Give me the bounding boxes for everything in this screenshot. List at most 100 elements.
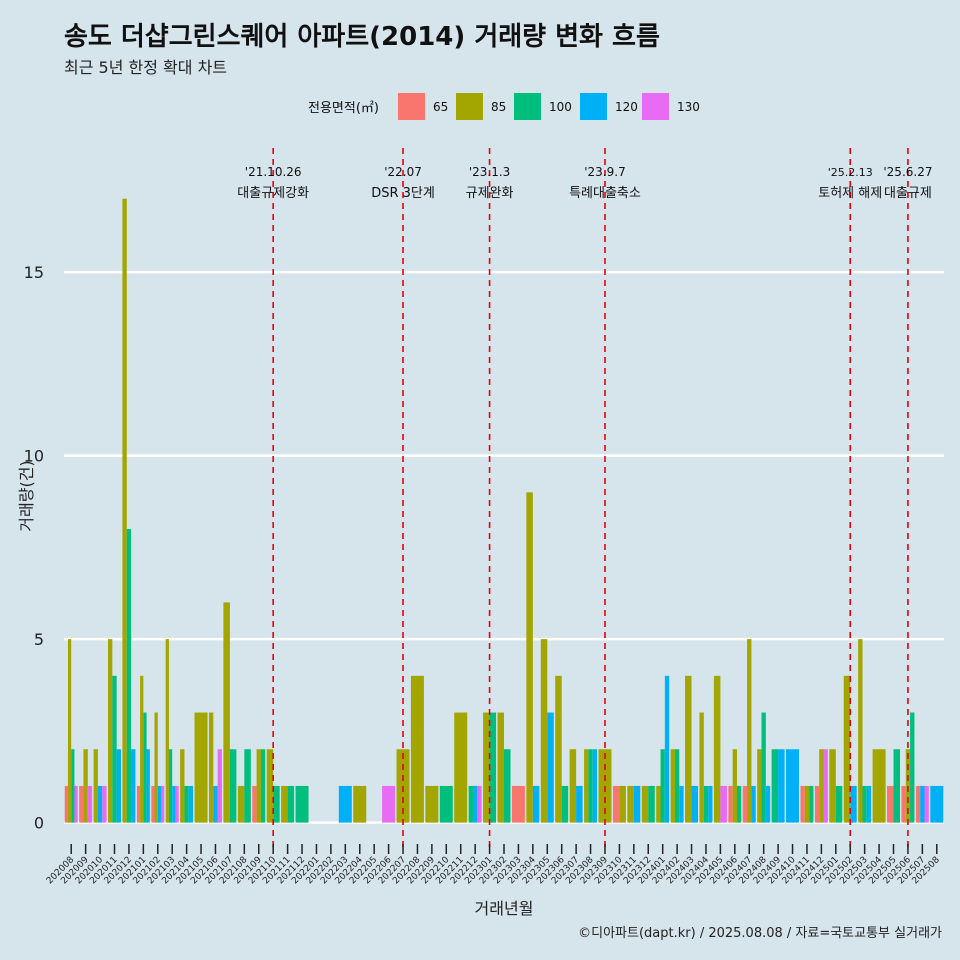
y-tick-label: 0 xyxy=(34,814,44,833)
bar-65-202506 xyxy=(901,785,906,823)
legend-title: 전용면적(㎡) xyxy=(308,101,379,116)
bar-85-202110 xyxy=(266,749,274,823)
bar-85-202307 xyxy=(569,749,577,823)
bar-100-202104 xyxy=(184,785,189,823)
bar-120-202203 xyxy=(338,785,352,823)
bar-85-202102 xyxy=(154,712,158,823)
bar-120-202410 xyxy=(786,749,800,823)
legend-key-100 xyxy=(514,93,541,120)
bar-100-202409 xyxy=(771,749,779,823)
legend-key-65 xyxy=(398,93,425,120)
bar-85-202311 xyxy=(627,785,634,823)
bar-130-202412 xyxy=(823,749,828,823)
bar-85-202501 xyxy=(829,749,836,823)
bar-85-202402 xyxy=(670,749,675,823)
bar-120-202408 xyxy=(765,785,771,823)
bar-120-202404 xyxy=(708,785,713,823)
bar-85-202302 xyxy=(497,712,504,823)
bar-100-202012 xyxy=(126,529,132,823)
bar-120-202106 xyxy=(213,785,218,823)
y-axis-title: 거래량(건) xyxy=(17,460,36,531)
bars xyxy=(64,198,944,823)
bar-100-202404 xyxy=(703,785,709,823)
x-axis-title: 거래년월 xyxy=(475,899,534,918)
bar-120-202102 xyxy=(157,785,162,823)
bar-85-202011 xyxy=(108,639,113,823)
bar-120-202010 xyxy=(97,785,103,823)
bar-120-202012 xyxy=(131,749,136,823)
bar-85-202412 xyxy=(819,749,824,823)
bar-120-202401 xyxy=(664,675,670,823)
bar-85-202211 xyxy=(454,712,468,823)
bar-65-202406 xyxy=(728,785,733,823)
bar-85-202408 xyxy=(757,749,762,823)
bar-100-202301 xyxy=(489,712,497,823)
bar-120-202305 xyxy=(547,712,554,823)
bar-65-202505 xyxy=(887,785,894,823)
y-tick-label: 5 xyxy=(34,630,44,649)
y-tick-label: 10 xyxy=(24,447,44,466)
bar-85-202401 xyxy=(656,785,661,823)
bar-85-202304 xyxy=(526,492,533,823)
bar-100-202401 xyxy=(660,749,665,823)
event-name-label: 대출규제 xyxy=(884,186,932,201)
bar-85-202103 xyxy=(165,639,169,823)
bar-85-202008 xyxy=(67,639,72,823)
legend-key-85 xyxy=(456,93,483,120)
bar-130-202102 xyxy=(161,785,165,823)
legend-key-120 xyxy=(580,93,607,120)
event-name-label: 규제완화 xyxy=(466,186,514,201)
bar-85-202208 xyxy=(410,675,424,823)
bar-120-202307 xyxy=(576,785,583,823)
legend-label-100: 100 xyxy=(549,100,572,114)
bar-85-202108 xyxy=(237,785,245,823)
bar-85-202406 xyxy=(732,749,737,823)
bar-85-202404 xyxy=(699,712,704,823)
bar-85-202207 xyxy=(396,749,410,823)
bar-85-202308 xyxy=(584,749,589,823)
bar-65-202101 xyxy=(136,785,141,823)
bar-120-202308 xyxy=(592,749,598,823)
bar-85-202309 xyxy=(598,749,612,823)
bar-85-202405 xyxy=(713,675,721,823)
bar-65-202009 xyxy=(79,785,84,823)
bar-65-202102 xyxy=(151,785,155,823)
bar-85-202403 xyxy=(685,675,692,823)
bar-100-202306 xyxy=(561,785,569,823)
bar-120-202508 xyxy=(930,785,944,823)
bar-85-202407 xyxy=(747,639,752,823)
bar-65-202412 xyxy=(814,785,820,823)
bar-85-202010 xyxy=(93,749,98,823)
bar-85-202301 xyxy=(483,712,490,823)
bar-100-202109 xyxy=(260,749,266,823)
event-date-label: '25.6.27 xyxy=(883,165,932,179)
bar-100-202406 xyxy=(736,785,742,823)
event-date-label: '25.2.13 xyxy=(828,166,873,179)
bar-120-202311 xyxy=(633,785,641,823)
bar-100-202108 xyxy=(244,749,251,823)
bar-120-202403 xyxy=(691,785,699,823)
bar-130-202009 xyxy=(87,785,93,823)
bar-85-202204 xyxy=(353,785,367,823)
bar-100-202312 xyxy=(648,785,655,823)
bar-100-202402 xyxy=(674,749,680,823)
bar-100-202008 xyxy=(71,749,75,823)
bar-130-202103 xyxy=(175,785,179,823)
bar-85-202502 xyxy=(843,675,851,823)
bar-120-202502 xyxy=(850,785,857,823)
bar-100-202011 xyxy=(112,675,117,823)
event-markers: '21.10.26 대출규제강화 '22.07 DSR 3단계 '23.1.3 규제완화 '… xyxy=(237,148,932,852)
bar-85-202106 xyxy=(208,712,214,823)
bar-130-202212 xyxy=(477,785,482,823)
y-axis: 0 5 10 15 xyxy=(24,263,44,833)
bar-130-202008 xyxy=(74,785,78,823)
bar-120-202503 xyxy=(866,785,872,823)
bar-85-202504 xyxy=(872,749,886,823)
legend-label-65: 65 xyxy=(433,100,448,114)
event-date-label: '23.9.7 xyxy=(584,165,625,179)
bar-120-202407 xyxy=(751,785,756,823)
bar-130-202507 xyxy=(924,785,929,823)
event-date-label: '21.10.26 xyxy=(245,165,302,179)
event-name-label: 대출규제강화 xyxy=(237,186,309,201)
bar-100-202505 xyxy=(893,749,900,823)
